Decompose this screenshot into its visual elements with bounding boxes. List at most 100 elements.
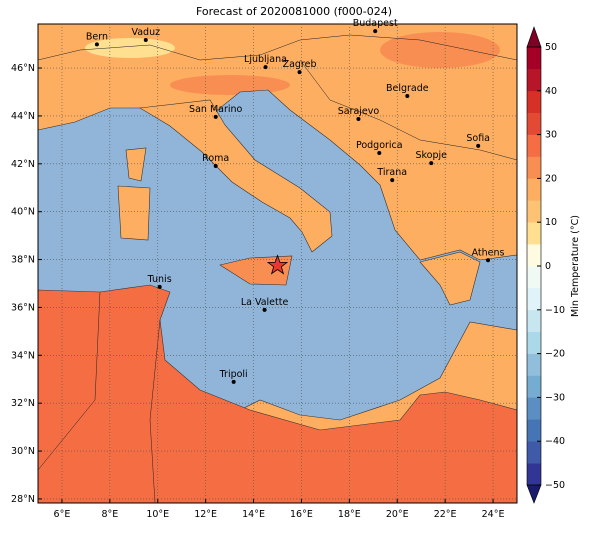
colorbar-band bbox=[527, 463, 541, 486]
colorbar-band bbox=[527, 266, 541, 289]
x-tick-label: 8°E bbox=[101, 509, 118, 520]
colorbar-band bbox=[527, 156, 541, 179]
colorbar-band bbox=[527, 375, 541, 398]
map-frame bbox=[37, 23, 518, 504]
x-tick-label: 14°E bbox=[242, 509, 265, 520]
city-dot bbox=[213, 114, 218, 119]
city-label: San Marino bbox=[189, 104, 242, 115]
city-dot bbox=[429, 161, 434, 166]
city-label: La Valette bbox=[241, 297, 289, 308]
colorbar-extend-bottom bbox=[526, 484, 542, 504]
colorbar-band bbox=[527, 68, 541, 92]
x-tick-label: 6°E bbox=[54, 509, 71, 520]
land-greece bbox=[419, 251, 481, 306]
colorbar-tick-label: −20 bbox=[545, 349, 565, 360]
city-label: Belgrade bbox=[386, 83, 429, 94]
city-label: Sofia bbox=[466, 133, 490, 144]
city-label: Athens bbox=[472, 247, 505, 258]
city-label: Vaduz bbox=[131, 27, 160, 38]
city-dot bbox=[486, 258, 491, 263]
map-title: Forecast of 2020081000 (f000-024) bbox=[196, 5, 392, 18]
colorbar-band bbox=[527, 112, 541, 135]
land-italy bbox=[139, 99, 333, 253]
colorbar-band bbox=[527, 222, 541, 245]
x-tick-label: 20°E bbox=[386, 509, 409, 520]
colorbar-band bbox=[527, 244, 541, 267]
x-tick-label: 18°E bbox=[338, 509, 361, 520]
city-dot bbox=[94, 42, 99, 47]
city-label: Ljubljana bbox=[244, 54, 287, 65]
colorbar-tick-label: 30 bbox=[545, 130, 557, 141]
land-sardinia bbox=[117, 185, 151, 241]
colorbar-band bbox=[527, 309, 541, 332]
colorbar-extend-top bbox=[526, 26, 542, 48]
city-label: Bern bbox=[86, 31, 108, 42]
colorbar-band bbox=[527, 441, 541, 464]
colorbar-band bbox=[527, 419, 541, 442]
city-label: Tunis bbox=[147, 274, 172, 285]
colorbar-band bbox=[527, 90, 541, 113]
colorbar-tick-label: 10 bbox=[545, 217, 557, 228]
city-dot bbox=[390, 178, 395, 183]
colorbar-tick-label: −50 bbox=[545, 480, 565, 491]
colorbar-tick-label: −30 bbox=[545, 392, 565, 403]
city-dot bbox=[262, 307, 267, 312]
colorbar-band bbox=[527, 134, 541, 157]
x-tick-label: 12°E bbox=[194, 509, 217, 520]
colorbar-band bbox=[527, 397, 541, 420]
x-tick-label: 10°E bbox=[146, 509, 169, 520]
city-dot bbox=[213, 163, 218, 168]
land-po-valley bbox=[170, 75, 290, 95]
land-warm-alps bbox=[85, 38, 175, 58]
land-corsica bbox=[125, 147, 147, 182]
city-label: Tirana bbox=[376, 167, 407, 178]
y-tick-label: 42°N bbox=[11, 159, 35, 170]
colorbar-band bbox=[527, 331, 541, 354]
city-dot bbox=[157, 284, 162, 289]
city-label: Tripoli bbox=[219, 369, 248, 380]
colorbar-tick-label: −40 bbox=[545, 436, 565, 447]
colorbar-band bbox=[527, 178, 541, 201]
colorbar-band bbox=[527, 287, 541, 311]
colorbar-band bbox=[527, 353, 541, 376]
y-tick-label: 28°N bbox=[11, 494, 35, 505]
colorbar-label: Min Temperature (°C) bbox=[570, 215, 581, 317]
site-marker bbox=[266, 254, 289, 275]
city-dot bbox=[231, 379, 236, 384]
city-label: Roma bbox=[202, 153, 229, 164]
colorbar-tick-label: 50 bbox=[545, 42, 557, 53]
y-tick-label: 44°N bbox=[11, 111, 35, 122]
city-dot bbox=[356, 117, 361, 122]
border bbox=[299, 59, 518, 161]
city-dot bbox=[377, 151, 382, 156]
colorbar-tick-label: 0 bbox=[545, 261, 551, 272]
border bbox=[37, 291, 101, 471]
x-tick-label: 22°E bbox=[434, 509, 457, 520]
city-dot bbox=[373, 29, 378, 34]
y-tick-label: 46°N bbox=[11, 63, 35, 74]
city-dot bbox=[405, 94, 410, 99]
colorbar-tick-label: 40 bbox=[545, 86, 557, 97]
y-tick-label: 36°N bbox=[11, 302, 35, 313]
city-label: Podgorica bbox=[356, 140, 403, 151]
y-tick-label: 30°N bbox=[11, 446, 35, 457]
land-hungary bbox=[380, 32, 500, 68]
border bbox=[149, 319, 161, 504]
x-tick-label: 16°E bbox=[290, 509, 313, 520]
city-dot bbox=[297, 70, 302, 75]
city-label: Budapest bbox=[353, 18, 398, 29]
border bbox=[37, 34, 518, 61]
city-dot bbox=[143, 38, 148, 43]
colorbar-tick-label: −10 bbox=[545, 305, 565, 316]
y-tick-label: 38°N bbox=[11, 255, 35, 266]
colorbar-band bbox=[527, 47, 541, 70]
y-tick-label: 40°N bbox=[11, 207, 35, 218]
y-tick-label: 32°N bbox=[11, 398, 35, 409]
city-label: Zagreb bbox=[283, 59, 317, 70]
city-label: Skopje bbox=[415, 150, 447, 161]
city-dot bbox=[476, 143, 481, 148]
colorbar-band bbox=[527, 200, 541, 223]
y-tick-label: 34°N bbox=[11, 350, 35, 361]
